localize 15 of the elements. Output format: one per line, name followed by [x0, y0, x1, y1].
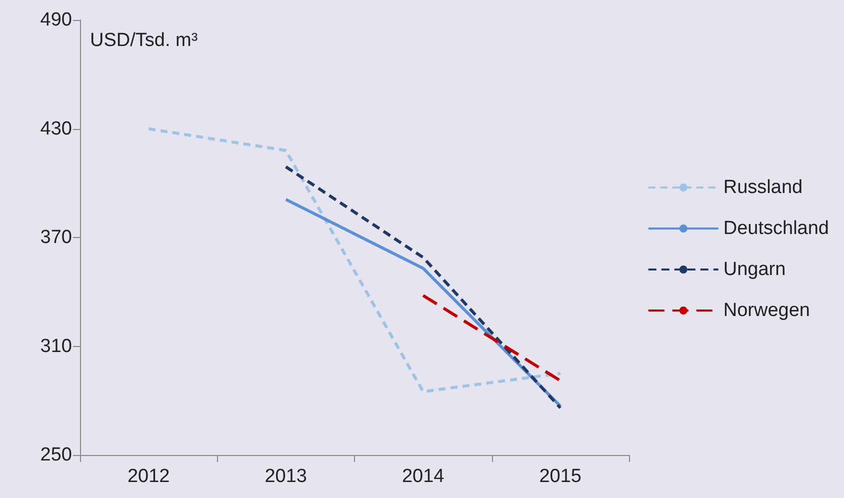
y-tick-label: 490 — [40, 10, 72, 30]
y-tick-label: 370 — [40, 227, 72, 248]
y-tick-label: 250 — [40, 444, 72, 466]
x-tick-label: 2012 — [127, 466, 170, 487]
y-axis-title: USD/Tsd. m³ — [90, 30, 198, 51]
legend-label: Norwegen — [723, 300, 810, 321]
x-tick-label: 2015 — [539, 466, 582, 487]
x-tick-label: 2013 — [264, 466, 308, 487]
legend-label: Ungarn — [723, 259, 786, 280]
legend-label: Deutschland — [723, 218, 829, 239]
y-tick-label: 430 — [40, 118, 72, 140]
line-series — [147, 127, 562, 394]
x-tick-label: 2014 — [402, 466, 445, 487]
y-tick-label: 310 — [40, 336, 72, 357]
legend-label: Russland — [723, 177, 803, 198]
